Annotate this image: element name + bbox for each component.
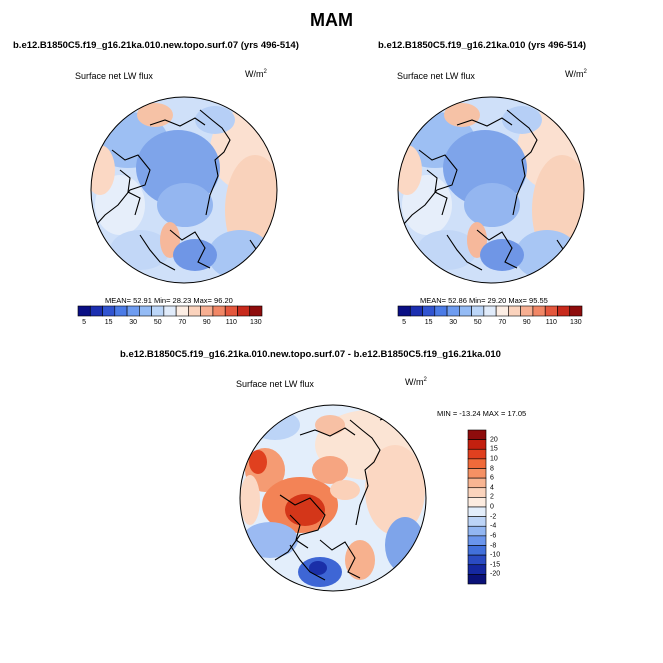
colorbar-swatch bbox=[467, 525, 487, 537]
panel-1-title: b.e12.B1850C5.f19_g16.21ka.010.new.topo.… bbox=[13, 40, 299, 51]
colorbar-tick-label: 5 bbox=[82, 319, 87, 326]
colorbar-tick-label: 90 bbox=[202, 319, 211, 326]
colorbar-swatch bbox=[467, 448, 487, 460]
colorbar-tick-label: 130 bbox=[250, 319, 262, 326]
colorbar-tick-label: 6 bbox=[490, 474, 494, 482]
colorbar-swatch bbox=[467, 554, 487, 566]
colorbar-tick-label: 50 bbox=[153, 319, 162, 326]
colorbar-swatch bbox=[467, 545, 487, 556]
colorbar-tick-label: 90 bbox=[522, 319, 531, 326]
colorbar-swatch bbox=[467, 506, 487, 517]
colorbar-tick-label: 70 bbox=[498, 319, 507, 326]
panel-3-stats: MIN = -13.24 MAX = 17.05 bbox=[437, 409, 527, 418]
colorbar-tick-label: 110 bbox=[225, 319, 237, 326]
colorbar-tick-label: -2 bbox=[490, 513, 497, 521]
panel-2-units-label: W/m2 bbox=[565, 69, 587, 79]
colorbar-tick-label: -10 bbox=[490, 551, 501, 559]
colorbar-tick-label: 2 bbox=[490, 493, 494, 501]
colorbar-tick-label: 15 bbox=[104, 319, 113, 326]
panel-1-variable-label: Surface net LW flux bbox=[75, 71, 153, 81]
colorbar-swatch bbox=[467, 487, 487, 498]
colorbar-tick-label: -6 bbox=[490, 532, 497, 540]
panel-2-title: b.e12.B1850C5.f19_g16.21ka.010 (yrs 496-… bbox=[378, 40, 587, 51]
colorbar-tick-label: 10 bbox=[490, 455, 498, 463]
colorbar-tick-label: 8 bbox=[490, 465, 494, 472]
colorbar-tick-label: 15 bbox=[490, 445, 498, 453]
colorbar-tick-label: 130 bbox=[570, 319, 582, 326]
colorbar-swatch bbox=[467, 439, 487, 450]
colorbar-tick-label: 70 bbox=[178, 319, 187, 326]
panel-2-stats: MEAN= 52.86 Min= 29.20 Max= 95.55 bbox=[420, 296, 548, 305]
panel-1-stats: MEAN= 52.91 Min= 28.23 Max= 96.20 bbox=[105, 296, 233, 305]
colorbar-tick-label: -4 bbox=[490, 522, 497, 530]
colorbar-tick-label: 5 bbox=[402, 319, 407, 326]
colorbar-tick-label: 15 bbox=[424, 319, 433, 326]
colorbar-tick-label: 50 bbox=[473, 319, 482, 326]
colorbar-swatch bbox=[467, 516, 487, 527]
colorbar-swatch bbox=[249, 305, 263, 317]
colorbar-tick-label: -8 bbox=[490, 542, 497, 549]
colorbar-tick-label: 20 bbox=[490, 436, 498, 444]
colorbar-tick-label: 110 bbox=[545, 319, 557, 326]
panel-3-units-label: W/m2 bbox=[405, 377, 427, 387]
panel-3-title: b.e12.B1850C5.f19_g16.21ka.010.new.topo.… bbox=[120, 349, 501, 360]
colorbar-swatch bbox=[467, 535, 487, 546]
colorbar-swatch bbox=[467, 477, 487, 489]
colorbar-tick-label: 0 bbox=[490, 503, 494, 511]
colorbar-tick-label: 30 bbox=[129, 319, 138, 326]
figure-title: MAM bbox=[310, 10, 353, 30]
colorbar-swatch bbox=[467, 458, 487, 469]
colorbar-tick-label: -15 bbox=[490, 561, 501, 569]
colorbar-swatch bbox=[467, 574, 487, 585]
colorbar-tick-label: -20 bbox=[490, 570, 501, 578]
colorbar-tick-label: 30 bbox=[449, 319, 458, 326]
colorbar-swatch bbox=[467, 468, 487, 479]
colorbar-swatch bbox=[467, 429, 487, 440]
panel-3-variable-label: Surface net LW flux bbox=[236, 379, 314, 389]
panel-1-units-label: W/m2 bbox=[245, 69, 267, 79]
colorbar-swatch bbox=[467, 497, 487, 508]
colorbar-swatch bbox=[467, 564, 487, 575]
panel-2-variable-label: Surface net LW flux bbox=[397, 71, 475, 81]
colorbar-swatch bbox=[569, 305, 583, 317]
colorbar-tick-label: 4 bbox=[490, 484, 494, 492]
